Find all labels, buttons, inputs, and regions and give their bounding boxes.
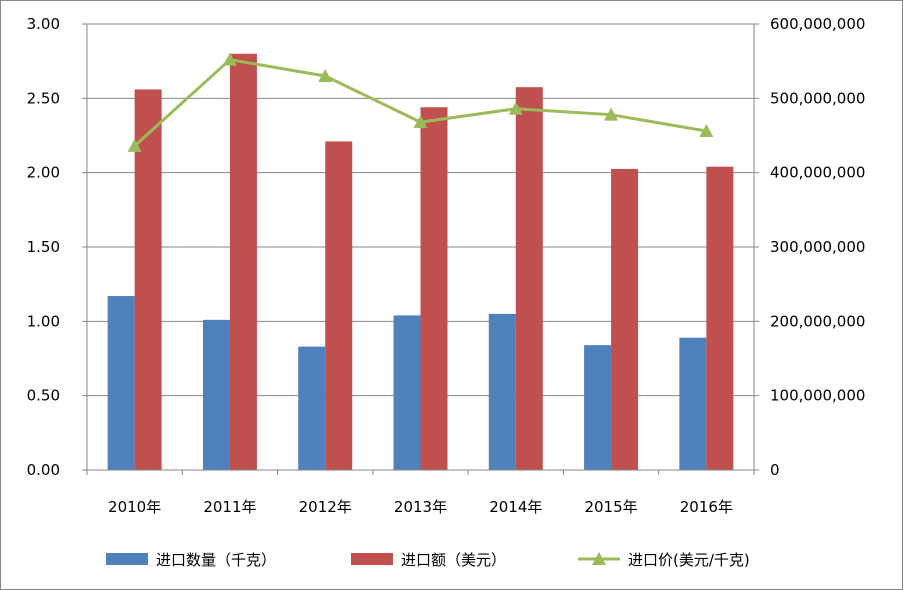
quantity-bar bbox=[298, 346, 326, 470]
right-tick-label: 300,000,000 bbox=[770, 238, 865, 256]
amount-bar bbox=[134, 89, 162, 470]
price-point-marker bbox=[508, 101, 523, 115]
right-tick-label: 600,000,000 bbox=[770, 15, 865, 33]
x-tick-label: 2013年 bbox=[394, 498, 447, 516]
quantity-bar bbox=[107, 296, 135, 470]
left-tick-label: 2.00 bbox=[27, 164, 60, 182]
legend-label: 进口额（美元） bbox=[401, 551, 506, 569]
right-tick-label: 100,000,000 bbox=[770, 387, 865, 405]
legend-label: 进口数量（千克） bbox=[156, 551, 276, 569]
left-tick-label: 0.00 bbox=[27, 461, 60, 479]
amount-bar bbox=[420, 107, 448, 471]
bars bbox=[107, 53, 734, 471]
price-point-marker bbox=[699, 124, 714, 138]
right-tick-label: 200,000,000 bbox=[770, 312, 865, 330]
price-point-marker bbox=[318, 69, 333, 83]
x-tick-label: 2010年 bbox=[108, 498, 161, 516]
quantity-bar bbox=[584, 345, 612, 470]
price-point-marker bbox=[604, 107, 619, 121]
legend-swatch bbox=[106, 553, 148, 565]
quantity-bar bbox=[202, 319, 230, 470]
x-tick-label: 2012年 bbox=[299, 498, 352, 516]
x-tick-label: 2016年 bbox=[680, 498, 733, 516]
legend-swatch bbox=[351, 553, 393, 565]
left-tick-label: 1.00 bbox=[27, 312, 60, 330]
price-point-marker bbox=[127, 138, 142, 152]
x-tick-label: 2011年 bbox=[203, 498, 256, 516]
amount-bar bbox=[229, 53, 257, 470]
price-line bbox=[127, 52, 714, 152]
right-tick-label: 400,000,000 bbox=[770, 164, 865, 182]
right-tick-label: 0 bbox=[770, 461, 780, 479]
legend: 进口数量（千克） 进口额（美元） 进口价(美元/千克) bbox=[106, 551, 750, 569]
amount-bar bbox=[515, 87, 543, 470]
left-tick-label: 2.50 bbox=[27, 89, 60, 107]
left-tick-label: 0.50 bbox=[27, 387, 60, 405]
amount-bar bbox=[325, 141, 353, 471]
legend-marker bbox=[592, 552, 606, 565]
left-tick-label: 3.00 bbox=[27, 15, 60, 33]
x-tick-label: 2014年 bbox=[489, 498, 542, 516]
price-point-marker bbox=[413, 115, 428, 129]
legend-label: 进口价(美元/千克) bbox=[628, 551, 750, 569]
amount-bar bbox=[706, 166, 734, 470]
x-tick-label: 2015年 bbox=[584, 498, 637, 516]
axes: 0.00 0 0.50 100,000,000 1.00 200,000,000 1.50 3… bbox=[27, 15, 866, 516]
right-tick-label: 500,000,000 bbox=[770, 89, 865, 107]
quantity-bar bbox=[488, 313, 516, 470]
amount-bar bbox=[611, 168, 639, 470]
quantity-bar bbox=[393, 315, 421, 470]
quantity-bar bbox=[679, 337, 707, 470]
left-tick-label: 1.50 bbox=[27, 238, 60, 256]
price-point-marker bbox=[222, 52, 237, 66]
